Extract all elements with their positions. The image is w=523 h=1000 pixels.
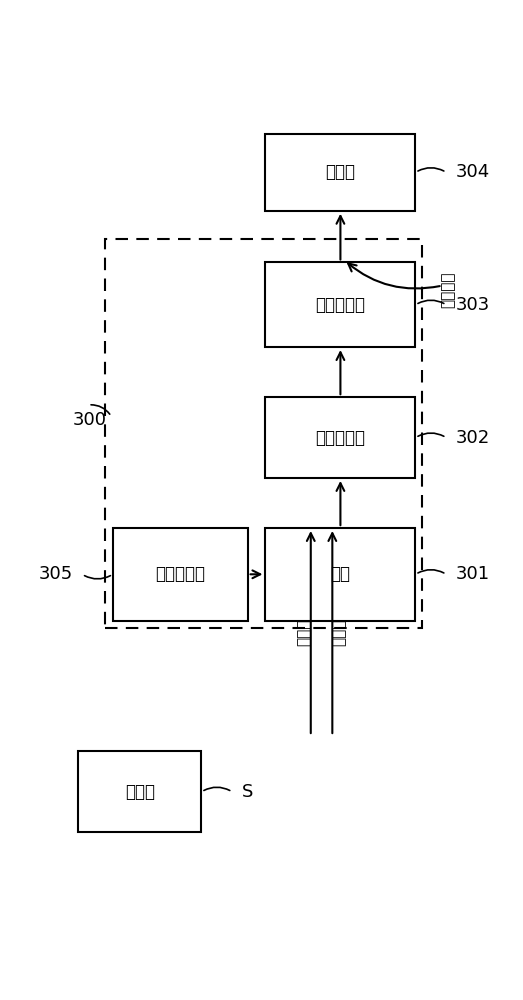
Text: 302: 302 [456, 429, 490, 447]
Text: 图像处理部: 图像处理部 [315, 296, 366, 314]
Bar [265, 397, 415, 478]
Text: 图像信号: 图像信号 [440, 271, 456, 308]
Text: 紫外光: 紫外光 [332, 618, 347, 646]
Text: 焦点控制部: 焦点控制部 [155, 565, 205, 583]
Text: 303: 303 [456, 296, 490, 314]
Text: 300: 300 [73, 411, 107, 429]
Text: 可见光: 可见光 [297, 618, 311, 646]
Bar [78, 751, 201, 832]
Text: 显示部: 显示部 [325, 163, 356, 181]
Bar [265, 134, 415, 211]
Bar [113, 528, 247, 620]
Text: 被摄体: 被摄体 [125, 783, 155, 801]
Bar [265, 528, 415, 620]
Text: 304: 304 [456, 163, 490, 181]
Text: S: S [242, 783, 253, 801]
Bar [105, 239, 423, 628]
Text: 图像传感器: 图像传感器 [315, 429, 366, 447]
Bar [265, 262, 415, 347]
Text: 305: 305 [39, 565, 73, 583]
Text: 透镜: 透镜 [331, 565, 350, 583]
Text: 301: 301 [456, 565, 490, 583]
